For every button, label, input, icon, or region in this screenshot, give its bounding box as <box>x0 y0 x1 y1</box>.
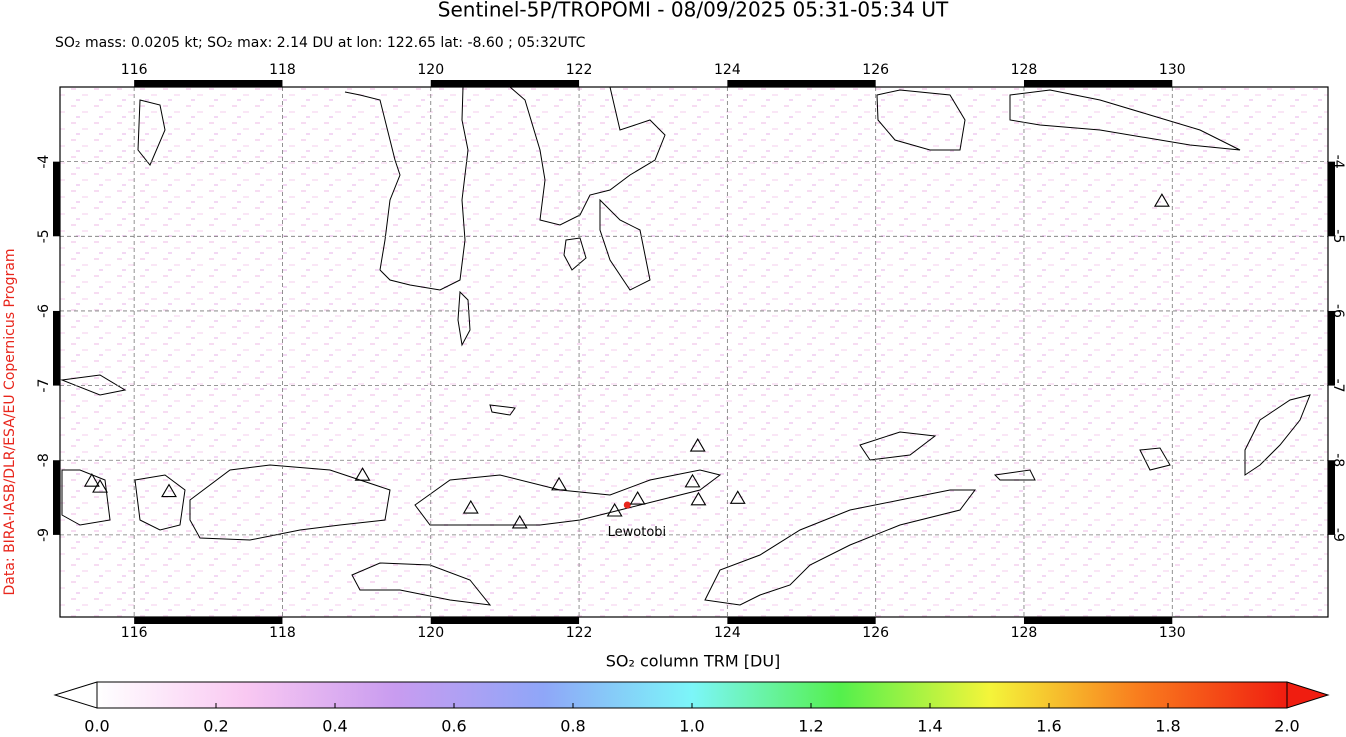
colorbar-label: SO₂ column TRM [DU] <box>606 652 781 671</box>
credit: Data: BIRA-IASB/DLR/ESA/EU Copernicus Pr… <box>2 248 18 595</box>
volcano-marker <box>161 483 177 498</box>
x-tick-label-top: 122 <box>566 62 593 78</box>
colorbar-tick-label: 2.0 <box>1274 717 1299 736</box>
volcano-marker <box>684 473 701 488</box>
volcano-marker <box>92 479 108 493</box>
y-tick-label-right: -7 <box>1330 379 1346 393</box>
y-tick-label-right: -9 <box>1330 528 1346 542</box>
volcano-marker <box>1153 193 1170 207</box>
colorbar-over-arrow <box>1286 681 1330 709</box>
colorbar-tick-label: 0.4 <box>322 717 347 736</box>
colorbar-tick-label: 1.0 <box>679 717 704 736</box>
volcano-marker <box>689 437 706 452</box>
frame-bar <box>1328 161 1335 237</box>
colorbar-tick-label: 0.6 <box>441 717 466 736</box>
y-tick-label-left: -8 <box>36 453 52 467</box>
frame-bar <box>1023 617 1173 624</box>
volcano-marker <box>690 491 707 506</box>
volcano-marker <box>354 467 371 481</box>
x-tick-label-top: 126 <box>862 62 889 78</box>
frame-bar <box>53 161 60 237</box>
colorbar-tick-label: 1.8 <box>1155 717 1180 736</box>
frame-bar <box>134 617 283 624</box>
volcano-marker <box>83 473 100 487</box>
x-tick-label-top: 120 <box>417 62 444 78</box>
volcano-label: Lewotobi <box>608 525 667 540</box>
subtitle: SO₂ mass: 0.0205 kt; SO₂ max: 2.14 DU at… <box>55 35 586 51</box>
y-tick-label-left: -5 <box>36 229 52 243</box>
y-tick-label-left: -9 <box>36 528 52 542</box>
frame-bar <box>1023 80 1173 87</box>
x-tick-label-bottom: 130 <box>1159 625 1186 641</box>
frame-bar <box>1328 310 1335 386</box>
x-tick-label-top: 130 <box>1159 62 1186 78</box>
x-tick-label-bottom: 122 <box>566 625 593 641</box>
colorbar-tick-label: 1.2 <box>798 717 823 736</box>
frame-bar <box>134 80 283 87</box>
title: Sentinel-5P/TROPOMI - 08/09/2025 05:31-0… <box>438 0 949 22</box>
volcano-marker <box>462 499 479 514</box>
y-tick-label-left: -6 <box>36 304 52 318</box>
x-tick-label-bottom: 116 <box>121 625 148 641</box>
frame-bar <box>430 617 580 624</box>
x-tick-label-top: 128 <box>1011 62 1038 78</box>
x-tick-label-bottom: 128 <box>1011 625 1038 641</box>
colorbar-tick-label: 1.4 <box>917 717 942 736</box>
frame-bar <box>53 460 60 535</box>
volcano-marker <box>606 502 623 517</box>
frame-bar <box>1328 460 1335 535</box>
frame-bar <box>727 617 876 624</box>
y-tick-label-left: -4 <box>36 155 52 169</box>
y-tick-label-right: -5 <box>1330 229 1346 243</box>
x-tick-label-top: 118 <box>269 62 296 78</box>
y-tick-label-left: -7 <box>36 379 52 393</box>
x-tick-label-top: 116 <box>121 62 148 78</box>
colorbar-tick-label: 0.0 <box>84 717 109 736</box>
colorbar-under-arrow <box>53 681 98 709</box>
so2-max-point <box>623 501 631 509</box>
map-background <box>60 87 1328 617</box>
map-frame <box>59 86 1329 618</box>
frame-bar <box>727 80 876 87</box>
volcano-marker <box>629 490 646 505</box>
volcano-marker <box>551 476 568 491</box>
x-tick-label-bottom: 118 <box>269 625 296 641</box>
x-tick-label-bottom: 126 <box>862 625 889 641</box>
x-tick-label-bottom: 120 <box>417 625 444 641</box>
x-tick-label-top: 124 <box>714 62 741 78</box>
volcano-marker <box>511 514 528 529</box>
frame-bar <box>53 310 60 386</box>
colorbar-tick-label: 0.8 <box>560 717 585 736</box>
colorbar-tick-label: 1.6 <box>1036 717 1061 736</box>
volcano-marker <box>729 490 746 504</box>
colorbar-tick-label: 0.2 <box>203 717 228 736</box>
x-tick-label-bottom: 124 <box>714 625 741 641</box>
frame-bar <box>430 80 580 87</box>
coastlines <box>60 86 1311 606</box>
